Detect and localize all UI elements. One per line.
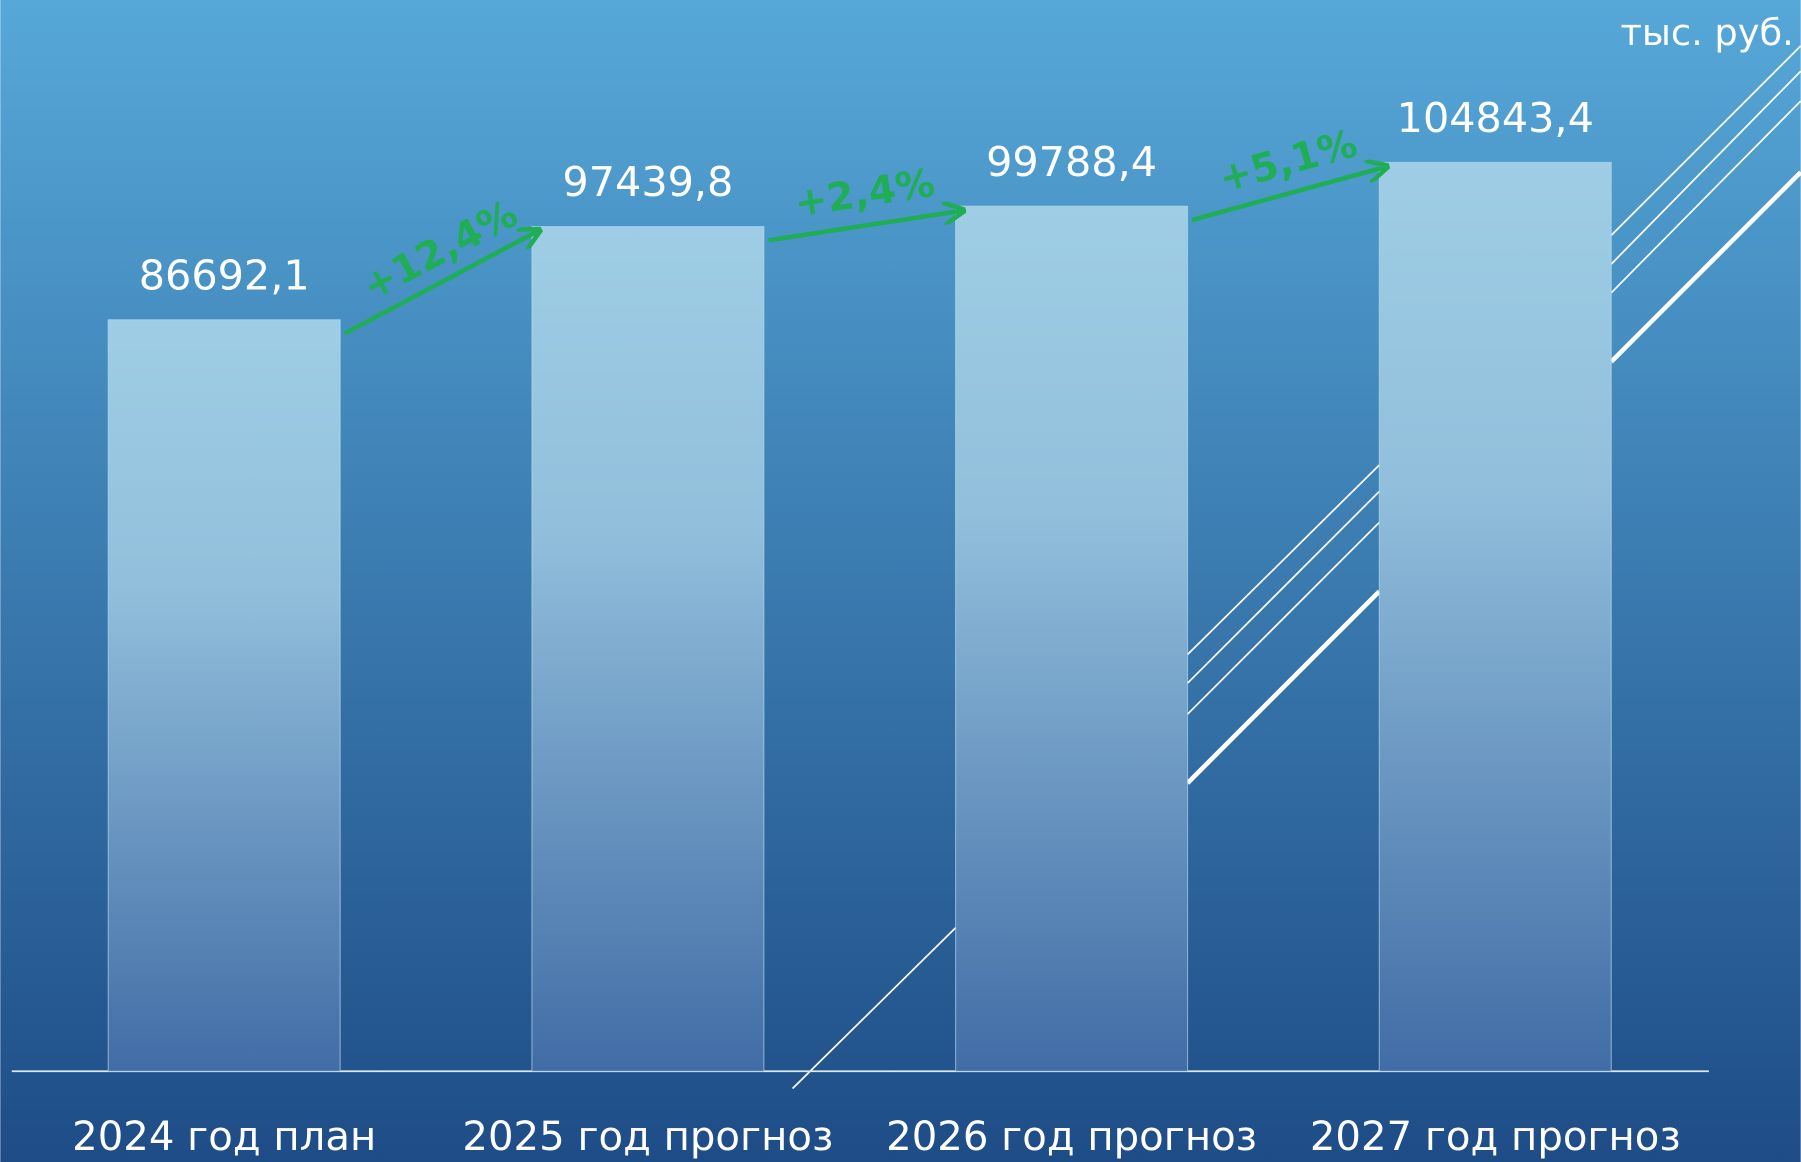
growth-arrow [1191, 167, 1385, 223]
value-label: 99788,4 [986, 138, 1157, 186]
growth-arrow [343, 231, 538, 336]
value-label: 86692,1 [139, 251, 310, 299]
growth-arrow [768, 211, 961, 243]
bar [955, 205, 1189, 1072]
bar [107, 319, 341, 1072]
value-label: 97439,8 [562, 158, 733, 206]
x-tick-label: 2026 год прогноз [886, 1114, 1257, 1160]
value-label: 104843,4 [1397, 94, 1594, 142]
x-tick-label: 2025 год прогноз [462, 1114, 833, 1160]
x-tick-label: 2027 год прогноз [1310, 1114, 1681, 1160]
x-tick-label: 2024 год план [72, 1114, 376, 1160]
decoration-lines [791, 45, 1801, 1090]
bar [1378, 161, 1612, 1072]
bar [531, 226, 765, 1072]
unit-label: тыс. руб. [1620, 11, 1793, 54]
